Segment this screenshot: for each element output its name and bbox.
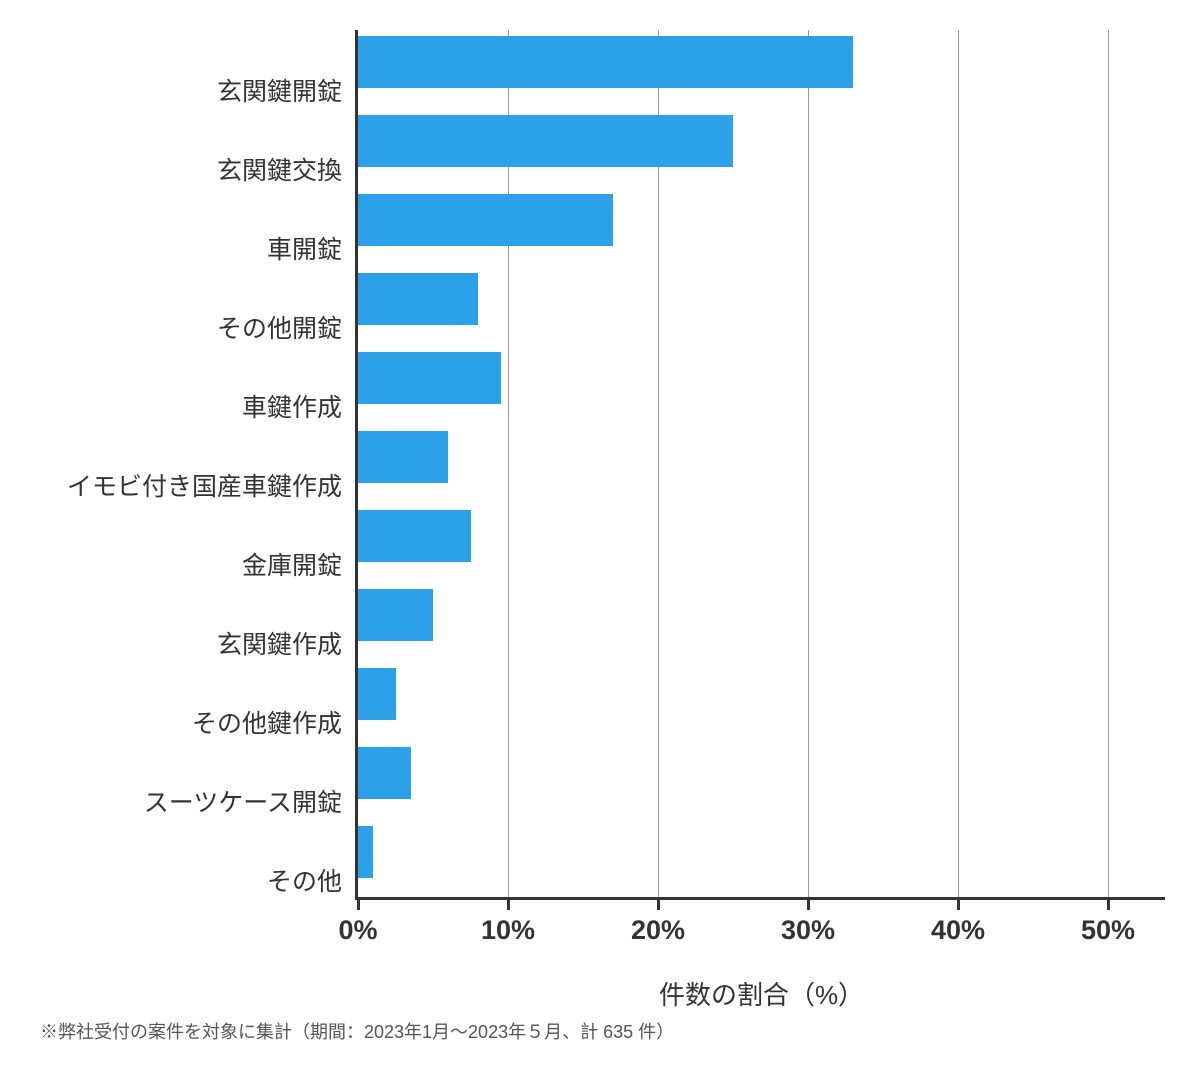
- x-tick-label: 40%: [931, 915, 985, 946]
- x-tick: [807, 900, 810, 910]
- bar: [358, 510, 471, 562]
- x-tick-label: 50%: [1081, 915, 1135, 946]
- x-tick-label: 20%: [631, 915, 685, 946]
- bar: [358, 36, 853, 88]
- bar: [358, 352, 501, 404]
- x-tick-label: 0%: [338, 915, 377, 946]
- x-tick-label: 30%: [781, 915, 835, 946]
- x-tick: [357, 900, 360, 910]
- gridline: [1108, 30, 1109, 897]
- bar: [358, 826, 373, 878]
- bar-row: [358, 747, 411, 799]
- bar: [358, 431, 448, 483]
- x-axis-title: 件数の割合（%）: [358, 975, 1165, 1012]
- bar-row: [358, 510, 471, 562]
- bar-row: [358, 273, 478, 325]
- x-tick: [657, 900, 660, 910]
- x-tick: [1107, 900, 1110, 910]
- bar: [358, 194, 613, 246]
- gridline: [808, 30, 809, 897]
- y-category-label: その他鍵作成: [192, 698, 342, 750]
- bar: [358, 589, 433, 641]
- y-category-label: その他開錠: [217, 303, 342, 355]
- bar-row: [358, 352, 501, 404]
- bar-row: [358, 36, 853, 88]
- bar: [358, 273, 478, 325]
- plot-area: 0%10%20%30%40%50% 件数の割合（%）: [355, 30, 1165, 900]
- gridline: [958, 30, 959, 897]
- y-category-label: 玄関鍵作成: [217, 619, 342, 671]
- y-category-label: スーツケース開錠: [144, 777, 342, 829]
- chart-container: 0%10%20%30%40%50% 件数の割合（%） 玄関鍵開錠玄関鍵交換車開錠…: [0, 30, 1200, 900]
- y-category-label: 玄関鍵開錠: [217, 66, 342, 118]
- bar-row: [358, 431, 448, 483]
- bar-row: [358, 668, 396, 720]
- x-tick: [957, 900, 960, 910]
- bar: [358, 668, 396, 720]
- y-category-label: 玄関鍵交換: [217, 145, 342, 197]
- y-category-label: 車鍵作成: [242, 382, 342, 434]
- bar-row: [358, 115, 733, 167]
- x-tick: [507, 900, 510, 910]
- bar-row: [358, 194, 613, 246]
- bar: [358, 747, 411, 799]
- x-tick-label: 10%: [481, 915, 535, 946]
- y-category-label: その他: [267, 856, 342, 908]
- footnote-text: ※弊社受付の案件を対象に集計（期間：2023年1月～2023年５月、計 635 …: [40, 1018, 674, 1044]
- bar-row: [358, 826, 373, 878]
- y-category-label: 金庫開錠: [242, 540, 342, 592]
- y-category-label: イモビ付き国産車鍵作成: [67, 461, 342, 513]
- bar-row: [358, 589, 433, 641]
- bar: [358, 115, 733, 167]
- y-category-label: 車開錠: [267, 224, 342, 276]
